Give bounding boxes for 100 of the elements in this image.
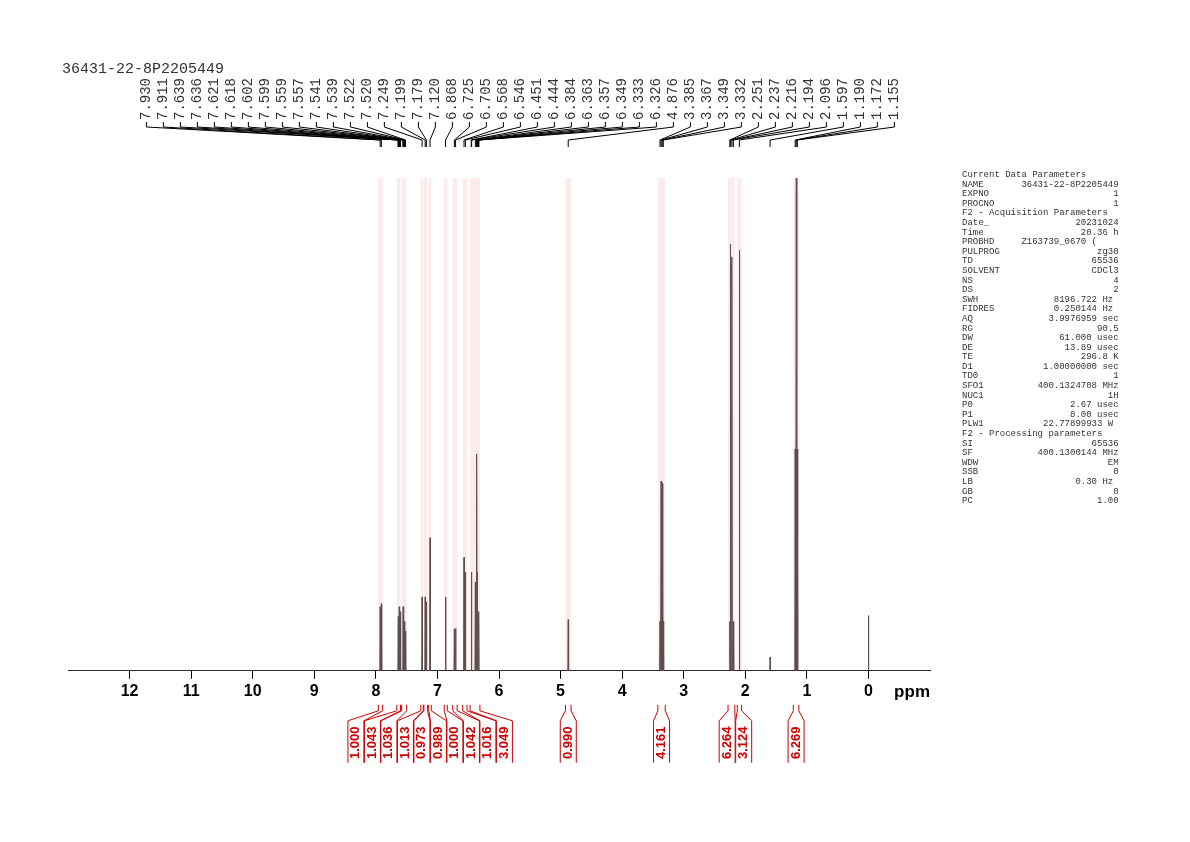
text: Current Data Parameters — [962, 170, 1088, 181]
annotation: 1.597 — [835, 77, 852, 120]
annotation: 7.199 — [393, 77, 410, 120]
annotation: 7.621 — [206, 77, 223, 120]
annotation: 7.618 — [223, 77, 240, 120]
x-tick-label: 2 — [740, 681, 750, 699]
band-label: 1.013 — [396, 726, 412, 760]
annotation: 3.385 — [682, 77, 699, 120]
annotation: 3.349 — [716, 77, 733, 120]
annotation: 7.541 — [308, 77, 325, 120]
annotation: 6.451 — [529, 77, 546, 120]
annotation: 7.911 — [155, 77, 172, 120]
annotation: 1.190 — [852, 77, 869, 120]
annotation: 6.868 — [444, 77, 461, 120]
x-tick-label: 3 — [679, 681, 689, 699]
annotation: 7.602 — [240, 77, 257, 120]
band-label: 6.269 — [787, 726, 803, 760]
annotation: 7.522 — [342, 77, 359, 120]
text: TE 296.8 K — [962, 352, 1119, 363]
text: P0 2.67 usec — [962, 400, 1119, 411]
text: P1 8.00 usec — [962, 409, 1119, 420]
annotation: 7.557 — [291, 77, 308, 120]
x-tick-label: 4 — [617, 681, 627, 699]
annotation: 7.120 — [427, 77, 444, 120]
x-tick-label: 1 — [802, 681, 812, 699]
text: NAME 36431-22-8P2205449 — [962, 179, 1119, 190]
annotation: 6.444 — [546, 77, 563, 120]
text: F2 - Processing parameters — [962, 429, 1104, 440]
text: SFO1 400.1324708 MHz — [962, 381, 1119, 392]
text: SOLVENT CDCl3 — [962, 265, 1119, 277]
annotation: 6.568 — [495, 77, 512, 120]
x-tick-label: 12 — [120, 681, 139, 699]
text: PROCNO 1 — [962, 198, 1119, 209]
text: DS 2 — [962, 285, 1119, 296]
band-label: 1.000 — [446, 726, 462, 760]
annotation: 7.559 — [274, 77, 291, 120]
annotation: 6.326 — [648, 77, 665, 120]
text: PULPROG zg30 — [962, 246, 1119, 257]
annotation: 7.539 — [325, 77, 342, 120]
x-tick-label: 11 — [182, 681, 200, 699]
annotation: 2.237 — [767, 77, 784, 120]
text: DE 13.89 usec — [962, 342, 1119, 353]
annotation: 2.096 — [818, 77, 835, 120]
text: PC 1.00 — [962, 496, 1119, 507]
text: SWH 8196.722 Hz — [962, 294, 1115, 305]
text: WDW EM — [962, 457, 1119, 468]
band-label: 4.161 — [653, 726, 669, 760]
x-tick-label: 8 — [371, 681, 381, 699]
x-tick-label: 9 — [309, 681, 319, 699]
band-label: 0.990 — [559, 726, 575, 760]
x-tick-label: 7 — [432, 681, 442, 699]
text: SI 65536 — [962, 438, 1119, 449]
annotation: 4.876 — [665, 77, 682, 120]
text: DW 61.000 usec — [962, 333, 1119, 344]
band-label: 1.016 — [479, 726, 495, 760]
text: F2 - Acquisition Parameters — [962, 208, 1109, 219]
x-axis-title: ppm — [894, 682, 930, 702]
annotation: 6.333 — [631, 77, 648, 120]
text: LB 0.30 Hz — [962, 477, 1115, 488]
annotation: 6.546 — [512, 77, 529, 120]
text: NUC1 1H — [962, 390, 1119, 401]
annotation: 1.172 — [869, 77, 886, 120]
annotation: 1.155 — [886, 77, 903, 120]
annotation: 7.249 — [376, 77, 393, 120]
annotation: 6.384 — [563, 77, 580, 120]
annotation: 6.363 — [580, 77, 597, 120]
band-label: 1.036 — [380, 726, 396, 760]
band-label: 1.000 — [347, 726, 363, 760]
band-label: 1.043 — [363, 726, 379, 760]
annotation: 7.599 — [257, 77, 274, 120]
chart-title: 36431-22-8P2205449 — [62, 61, 225, 78]
x-tick-label: 0 — [863, 681, 873, 699]
text: SF 400.1300144 MHz — [962, 448, 1119, 459]
x-tick-label: 5 — [556, 681, 566, 699]
annotation: 2.251 — [750, 77, 767, 120]
band-label: 6.264 — [718, 725, 734, 760]
x-tick-label: 10 — [243, 681, 262, 699]
text: TD 65536 — [962, 256, 1119, 267]
text: FIDRES 0.250144 Hz — [962, 304, 1115, 315]
annotation: 7.636 — [189, 77, 206, 120]
band-label: 0.989 — [429, 726, 445, 760]
band-label: 3.124 — [735, 725, 751, 760]
text: GB 0 — [962, 486, 1119, 497]
text: NS 4 — [962, 275, 1119, 286]
annotation: 7.179 — [410, 77, 427, 120]
x-tick-label: 6 — [494, 681, 504, 699]
text: Time 20.36 h — [962, 227, 1119, 238]
annotation: 6.705 — [478, 77, 495, 120]
annotation: 7.520 — [359, 77, 376, 120]
annotation: 6.349 — [614, 77, 631, 120]
annotation: 3.332 — [733, 77, 750, 120]
annotation: 3.367 — [699, 77, 716, 120]
band-label: 1.042 — [462, 726, 478, 760]
text: SSB 0 — [962, 467, 1119, 478]
annotation: 2.194 — [801, 77, 818, 120]
annotation: 7.930 — [138, 77, 155, 120]
band-label: 3.049 — [495, 726, 511, 760]
text: D1 1.00000000 sec — [962, 361, 1119, 372]
text: EXPNO 1 — [962, 189, 1119, 200]
text: AQ 3.9976959 sec — [962, 313, 1119, 325]
